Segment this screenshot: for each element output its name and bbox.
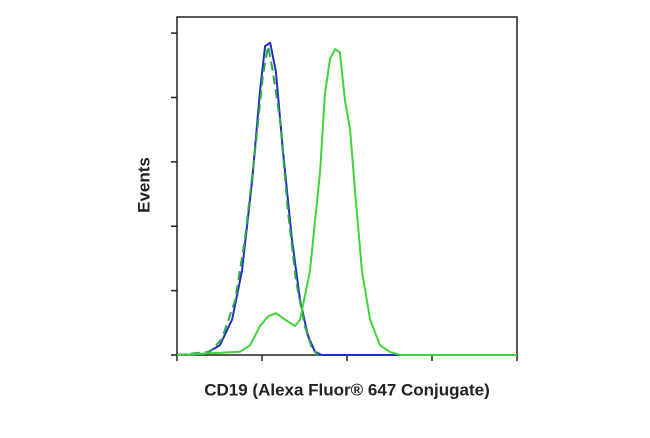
- histogram-curve: [176, 48, 517, 356]
- plot-frame: [176, 16, 518, 356]
- y-axis-label: Events: [134, 157, 153, 213]
- histogram-curve: [176, 41, 517, 356]
- histogram-curve: [176, 45, 319, 356]
- x-axis-label: CD19 (Alexa Fluor® 647 Conjugate): [204, 380, 490, 399]
